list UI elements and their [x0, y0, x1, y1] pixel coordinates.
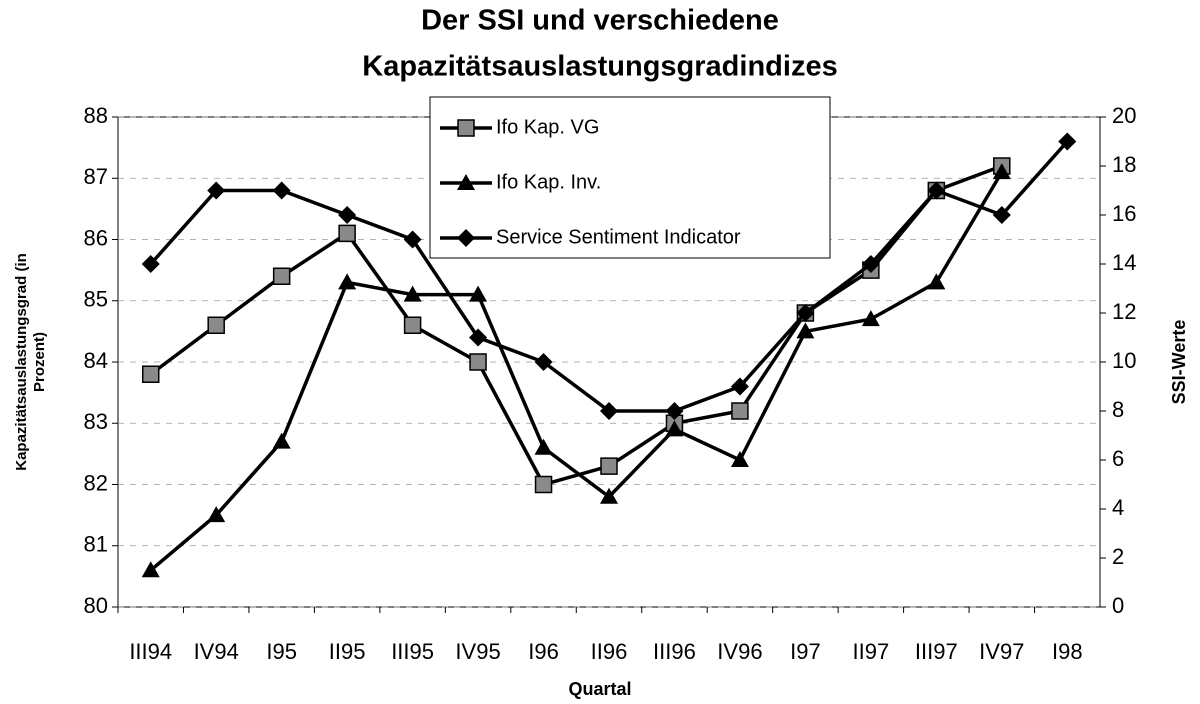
y2-tick-label: 10: [1112, 348, 1136, 373]
x-tick-label: IV94: [194, 639, 239, 664]
y-tick-label: 86: [84, 225, 108, 250]
x-tick-label: I95: [266, 639, 297, 664]
marker: [457, 229, 475, 247]
marker: [207, 316, 225, 334]
x-tick-label: II96: [591, 639, 628, 664]
marker: [665, 420, 684, 437]
chart-title: Der SSI und verschiedene: [421, 5, 779, 37]
y-axis-label: Prozent): [31, 332, 48, 392]
x-tick-label: I98: [1052, 639, 1083, 664]
chart-title: Kapazitätsauslastungsgradindizes: [362, 51, 837, 83]
y2-tick-label: 18: [1112, 152, 1136, 177]
marker: [403, 285, 422, 302]
x-tick-label: II95: [329, 639, 366, 664]
marker: [927, 273, 946, 290]
marker: [469, 328, 488, 347]
x-tick-label: IV97: [979, 639, 1024, 664]
marker: [600, 487, 618, 504]
marker: [927, 181, 946, 200]
legend-label: Ifo Kap. Inv.: [496, 171, 601, 193]
marker: [665, 402, 684, 420]
y2-tick-label: 8: [1112, 397, 1124, 422]
marker: [600, 457, 618, 475]
marker: [338, 206, 357, 224]
y2-tick-label: 6: [1112, 446, 1124, 471]
x-tick-label: III95: [391, 639, 434, 664]
x-tick-label: III94: [129, 639, 172, 664]
marker: [730, 451, 749, 467]
marker: [141, 255, 160, 273]
marker: [272, 267, 291, 285]
y2-axis-label: SSI-Werte: [1169, 320, 1189, 405]
marker: [141, 365, 160, 383]
marker: [338, 224, 356, 243]
marker: [1058, 132, 1077, 151]
x-tick-label: III97: [915, 639, 958, 664]
marker: [272, 432, 291, 449]
y2-tick-label: 0: [1112, 593, 1124, 618]
y-tick-label: 87: [84, 164, 108, 189]
marker: [469, 285, 488, 302]
marker: [207, 506, 226, 523]
marker: [861, 310, 880, 327]
x-tick-label: IV95: [455, 639, 500, 664]
x-tick-label: II97: [853, 639, 890, 664]
legend-label: Service Sentiment Indicator: [496, 226, 741, 248]
marker: [457, 174, 475, 190]
y-tick-label: 88: [84, 103, 108, 128]
marker: [992, 163, 1011, 180]
marker: [796, 322, 815, 339]
y-tick-label: 84: [84, 348, 108, 373]
series-line: [149, 164, 1003, 487]
y-tick-label: 85: [84, 287, 108, 312]
marker: [457, 119, 475, 137]
marker: [207, 181, 226, 200]
marker: [403, 230, 422, 249]
legend-box: [429, 96, 831, 259]
marker: [731, 402, 749, 420]
x-axis-label: Quartal: [568, 679, 631, 699]
marker: [600, 402, 618, 420]
x-tick-label: I97: [790, 639, 821, 664]
marker: [141, 561, 160, 578]
marker: [534, 438, 553, 455]
y-axis-label: Kapazitätsauslastungsgrad (in: [13, 253, 30, 471]
x-tick-label: I96: [528, 639, 559, 664]
marker: [534, 353, 553, 371]
marker: [534, 475, 553, 494]
marker: [469, 353, 487, 371]
marker: [730, 377, 749, 396]
marker: [992, 206, 1011, 224]
y2-tick-label: 14: [1112, 250, 1136, 275]
series-line: [149, 171, 1004, 572]
marker: [272, 181, 291, 200]
marker: [796, 304, 815, 322]
y2-tick-label: 12: [1112, 299, 1136, 324]
y2-tick-label: 2: [1112, 544, 1124, 569]
y2-tick-label: 16: [1112, 201, 1136, 226]
x-tick-label: III96: [653, 639, 696, 664]
y-tick-label: 81: [84, 532, 108, 557]
y-tick-label: 83: [84, 409, 108, 434]
marker: [861, 255, 880, 273]
marker: [338, 273, 357, 290]
y2-tick-label: 4: [1112, 495, 1124, 520]
y2-tick-label: 20: [1112, 103, 1136, 128]
y-tick-label: 82: [84, 470, 108, 495]
y-tick-label: 80: [84, 593, 108, 618]
x-tick-label: IV96: [717, 639, 762, 664]
legend-label: Ifo Kap. VG: [496, 116, 599, 138]
marker: [403, 316, 422, 334]
